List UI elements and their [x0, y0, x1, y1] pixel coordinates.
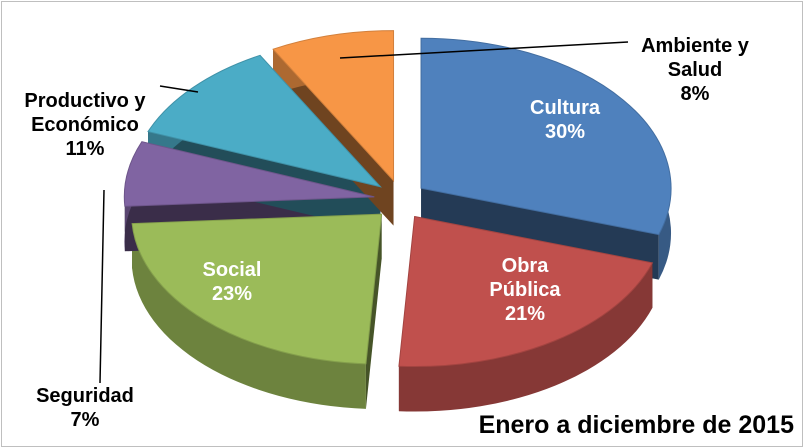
leader-line — [339, 41, 629, 59]
slice — [398, 215, 654, 368]
slice — [147, 54, 382, 188]
slice — [420, 37, 672, 236]
slice-value-label: 8% — [680, 83, 710, 105]
slice-category-label: Seguridad — [36, 385, 134, 407]
slice — [123, 141, 375, 207]
slice-wall — [365, 214, 382, 409]
slice-side — [398, 262, 653, 412]
slice-label: Productivo y Económico 11% — [10, 89, 160, 161]
slice-category-label: Cultura — [530, 97, 600, 119]
slice — [131, 213, 383, 365]
slice-value-label: 30% — [544, 121, 586, 143]
slice-category-label: Ambiente y Salud — [641, 35, 749, 81]
slice-label: Cultura 30% — [510, 96, 620, 144]
leader-line — [159, 85, 199, 93]
slice-value-label: 21% — [504, 303, 546, 325]
slice-category-label: Social — [202, 259, 262, 281]
leader-line — [99, 189, 105, 384]
slice-label: Ambiente y Salud 8% — [620, 34, 770, 106]
slice-label: Seguridad 7% — [15, 384, 155, 432]
annotation: Enero a diciembre de 2015 — [478, 411, 794, 439]
slice-value-label: 11% — [65, 138, 105, 160]
slice-label: Obra Pública 21% — [465, 254, 585, 326]
slice-value-label: 7% — [70, 409, 100, 431]
slice — [272, 30, 395, 182]
slice-label: Social 23% — [177, 258, 287, 306]
slice-category-label: Obra Pública — [489, 255, 561, 301]
slice-category-label: Productivo y Económico — [24, 90, 146, 136]
slice-side — [132, 223, 366, 409]
slice-value-label: 23% — [211, 283, 253, 305]
